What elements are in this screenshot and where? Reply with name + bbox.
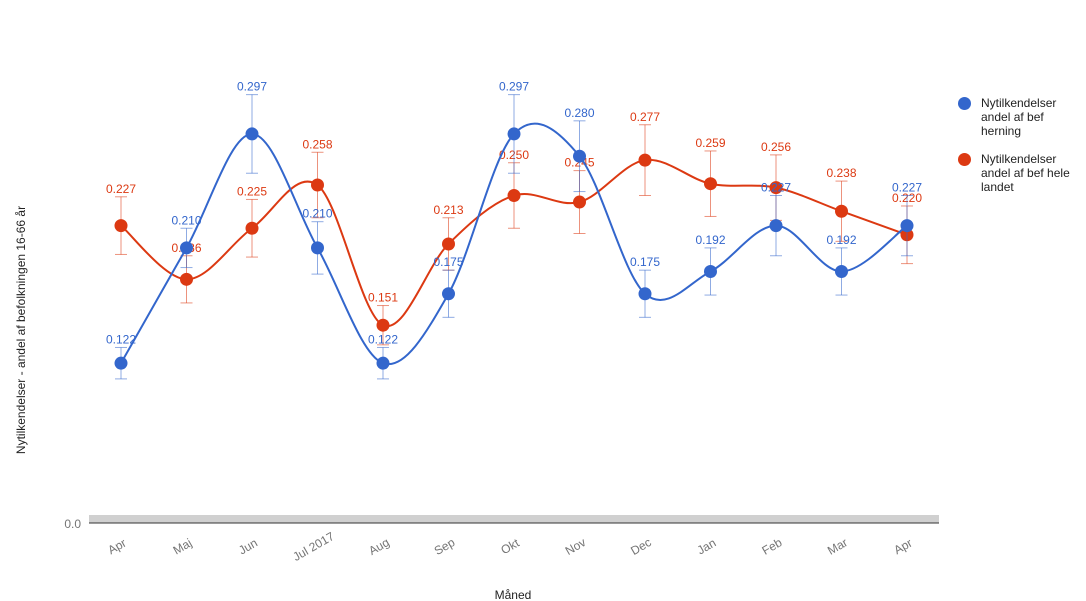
x-tick-label: Aug bbox=[366, 535, 391, 558]
data-label: 0.297 bbox=[237, 80, 267, 94]
x-tick-label: Jun bbox=[236, 536, 260, 558]
x-tick-label: Maj bbox=[171, 536, 195, 558]
data-label: 0.277 bbox=[630, 110, 660, 124]
data-point[interactable] bbox=[835, 264, 848, 278]
data-label: 0.122 bbox=[368, 332, 398, 346]
data-point[interactable] bbox=[638, 153, 652, 167]
data-point[interactable] bbox=[900, 219, 914, 233]
legend-label: Nytilkendelser andel af bef herning bbox=[981, 96, 1057, 138]
x-tick-label: Dec bbox=[628, 535, 653, 558]
data-point[interactable] bbox=[114, 219, 128, 233]
x-tick-label: Apr bbox=[105, 536, 128, 557]
data-point[interactable] bbox=[835, 204, 848, 218]
x-tick-label: Feb bbox=[760, 535, 785, 558]
data-label: 0.122 bbox=[106, 332, 136, 346]
data-point[interactable] bbox=[442, 237, 455, 251]
data-point[interactable] bbox=[442, 287, 455, 301]
data-label: 0.175 bbox=[630, 255, 660, 269]
x-tick-label: Sep bbox=[432, 535, 458, 558]
x-tick-label: Apr bbox=[891, 536, 914, 557]
data-label: 0.192 bbox=[826, 233, 856, 247]
data-point[interactable] bbox=[638, 287, 652, 301]
data-label: 0.227 bbox=[761, 181, 791, 195]
data-point[interactable] bbox=[573, 149, 586, 163]
y-tick-label: 0.0 bbox=[64, 517, 81, 531]
data-point[interactable] bbox=[376, 318, 390, 332]
baseline-band bbox=[89, 515, 939, 523]
x-tick-label: Jul 2017 bbox=[290, 529, 337, 564]
data-label: 0.256 bbox=[761, 140, 791, 154]
legend-label: Nytilkendelser andel af bef hele landet bbox=[981, 152, 1070, 194]
data-point[interactable] bbox=[376, 356, 390, 370]
x-tick-labels: Apr Maj Jun Jul 2017 Aug Sep Okt Nov Dec Jan Feb Ma… bbox=[105, 529, 914, 564]
series-group: 0.2270.1860.2250.2580.1510.2130.2500.245… bbox=[106, 80, 922, 380]
series-herning: 0.122 0.210 0.297 0.210 0.122 0.175 0.297 0.280… bbox=[106, 80, 922, 380]
data-point[interactable] bbox=[245, 127, 259, 141]
data-label: 0.192 bbox=[695, 233, 725, 247]
data-label: 0.280 bbox=[564, 106, 594, 120]
data-label: 0.238 bbox=[826, 166, 856, 180]
data-label: 0.210 bbox=[171, 213, 201, 227]
x-tick-label: Okt bbox=[498, 535, 522, 557]
data-label: 0.151 bbox=[368, 291, 398, 305]
legend-item-herning[interactable]: Nytilkendelser andel af bef herning bbox=[958, 96, 1083, 138]
data-point[interactable] bbox=[573, 195, 586, 209]
x-tick-label: Nov bbox=[563, 535, 588, 558]
series-hele-landet: 0.2270.1860.2250.2580.1510.2130.2500.245… bbox=[106, 110, 922, 346]
data-label: 0.227 bbox=[106, 182, 136, 196]
data-label: 0.225 bbox=[237, 184, 267, 198]
baseline-group bbox=[89, 515, 939, 524]
data-point[interactable] bbox=[180, 241, 193, 255]
data-label: 0.297 bbox=[499, 80, 529, 94]
data-point[interactable] bbox=[180, 272, 193, 286]
legend-marker-blue bbox=[958, 97, 971, 110]
data-point[interactable] bbox=[769, 181, 783, 195]
data-point[interactable] bbox=[704, 264, 717, 278]
x-axis-title: Måned bbox=[495, 588, 532, 601]
data-point[interactable] bbox=[245, 221, 259, 235]
x-tick-label: Jan bbox=[695, 536, 719, 558]
data-label: 0.213 bbox=[433, 203, 463, 217]
data-label: 0.210 bbox=[302, 207, 332, 221]
legend-item-hele-landet[interactable]: Nytilkendelser andel af bef hele landet bbox=[958, 152, 1083, 194]
data-point[interactable] bbox=[507, 127, 521, 141]
data-point[interactable] bbox=[311, 178, 324, 192]
data-point[interactable] bbox=[704, 177, 717, 191]
data-label: 0.227 bbox=[892, 181, 922, 195]
data-label: 0.258 bbox=[302, 137, 332, 151]
legend: Nytilkendelser andel af bef herning Nyti… bbox=[958, 96, 1083, 208]
data-point[interactable] bbox=[769, 219, 783, 233]
legend-marker-red bbox=[958, 153, 971, 166]
data-point[interactable] bbox=[114, 356, 128, 370]
data-point[interactable] bbox=[311, 241, 324, 255]
data-point[interactable] bbox=[507, 189, 521, 202]
x-tick-label: Mar bbox=[825, 535, 850, 557]
y-axis-title: Nytilkendelser - andel af befolkningen 1… bbox=[14, 206, 28, 454]
data-label: 0.175 bbox=[433, 255, 463, 269]
data-label: 0.259 bbox=[695, 136, 725, 150]
